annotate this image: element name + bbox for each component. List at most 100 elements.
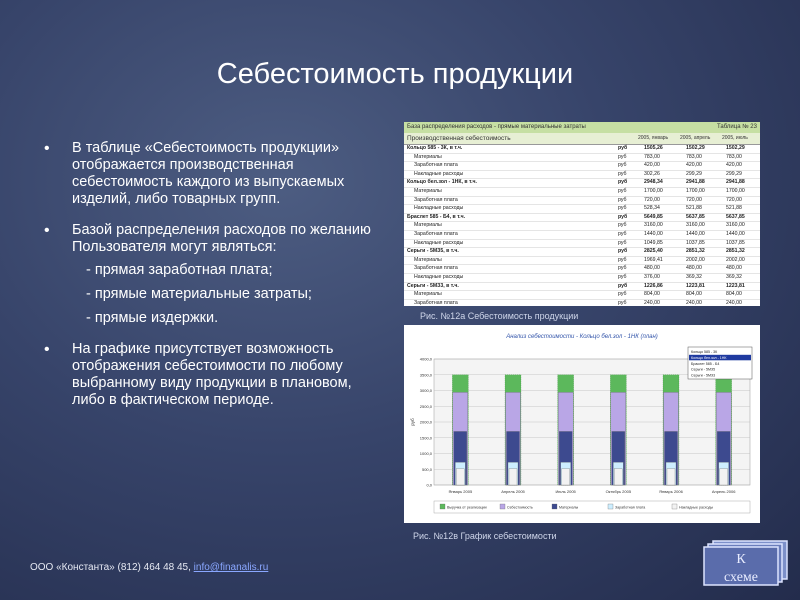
- row-value: 1037,85: [686, 239, 705, 246]
- row-value: 1226,86: [644, 282, 663, 289]
- row-name: Накладные расходы: [414, 239, 464, 246]
- row-value: 5637,85: [726, 213, 745, 220]
- footer-email-link[interactable]: info@finanalis.ru: [193, 562, 269, 573]
- y-tick-label: 1000,0: [420, 451, 433, 456]
- row-name: Заработная плата: [414, 299, 458, 306]
- legend-label: Накладные расходы: [679, 506, 714, 510]
- row-value: 480,00: [686, 265, 702, 272]
- row-name: Накладные расходы: [414, 273, 464, 280]
- bar: [719, 468, 728, 486]
- row-unit: руб: [618, 299, 627, 306]
- row-value: 2002,00: [686, 256, 705, 263]
- row-name: Кольцо бел.зол - 1НК, в т.ч.: [407, 179, 477, 186]
- row-name: Материалы: [414, 256, 442, 263]
- dropdown-option: Браслет 585 - Б4: [691, 362, 719, 366]
- table-row: Накладные расходы руб 1049,85 1037,85 1037,8…: [404, 240, 760, 249]
- row-name: Материалы: [414, 153, 442, 160]
- row-value: 720,00: [686, 196, 702, 203]
- bar: [508, 468, 518, 486]
- row-value: 3160,00: [686, 222, 705, 229]
- table-row: Накладные расходы руб 528,34 521,88 521,88: [404, 205, 760, 214]
- slide-title: Себестоимость продукции: [216, 58, 574, 90]
- row-value: 804,00: [644, 291, 660, 298]
- row-value: 783,00: [644, 153, 660, 160]
- row-name: Серьги - 5МЗ5, в т.ч.: [407, 248, 459, 255]
- to-scheme-button[interactable]: К схеме: [703, 540, 789, 586]
- product-dropdown: [687, 346, 753, 380]
- row-value: 1969,41: [644, 256, 663, 263]
- row-value: 1505,26: [644, 145, 663, 151]
- row-value: 1700,00: [686, 187, 705, 194]
- row-value: 1440,00: [726, 230, 745, 237]
- row-unit: руб: [618, 162, 627, 169]
- row-value: 804,00: [686, 291, 702, 298]
- dropdown-option: Кольцо 585 - 3К: [691, 350, 718, 354]
- table-row: Серьги - 5МЗ5, в т.ч. руб 2825,40 2851,32 28…: [404, 248, 760, 257]
- row-unit: руб: [618, 196, 627, 203]
- y-tick-label: 2500,0: [420, 404, 433, 409]
- row-unit: руб: [618, 230, 627, 237]
- row-value: 1700,00: [726, 187, 745, 194]
- row-value: 420,00: [644, 162, 660, 169]
- row-value: 2002,00: [726, 256, 745, 263]
- cost-chart: Анализ себестоимости - Кольцо бел.зол - …: [404, 325, 760, 523]
- dropdown-selected-highlight: [689, 354, 751, 361]
- row-unit: руб: [618, 273, 627, 280]
- row-unit: руб: [618, 265, 627, 272]
- sub-list: - прямая заработная плата; - прямые мате…: [72, 262, 374, 327]
- x-tick-label: Июль 2005: [556, 489, 577, 494]
- row-name: Серьги - 5МЗ3, в т.ч.: [407, 282, 459, 289]
- table-row: Кольцо бел.зол - 1НК, в т.ч. руб 2948,34 29…: [404, 179, 760, 188]
- row-name: Заработная плата: [414, 162, 458, 169]
- sub-item: - прямые издержки.: [86, 310, 219, 326]
- row-value: 3160,00: [644, 222, 663, 229]
- row-name: Материалы: [414, 291, 442, 298]
- row-unit: руб: [618, 179, 628, 186]
- row-value: 1049,85: [644, 239, 663, 246]
- row-value: 2825,40: [644, 248, 663, 255]
- bar: [666, 468, 676, 486]
- table-number: Таблица № 23: [717, 124, 757, 130]
- table-row: Материалы руб 804,00 804,00 804,00: [404, 291, 760, 300]
- row-unit: руб: [618, 153, 627, 160]
- row-unit: руб: [618, 213, 628, 220]
- row-unit: руб: [618, 205, 627, 212]
- table-row: Заработная плата руб 720,00 720,00 720,00: [404, 197, 760, 206]
- dropdown-option: Кольцо бел.зол - 1НК: [691, 356, 727, 360]
- legend-label: Себестоимость: [507, 506, 533, 510]
- y-tick-label: 2000,0: [420, 420, 433, 425]
- cost-table-screenshot: База распределения расходов - прямые мат…: [404, 122, 760, 306]
- row-value: 480,00: [644, 265, 660, 272]
- row-name: Браслет 585 - Б4, в т.ч.: [407, 213, 466, 220]
- row-unit: руб: [618, 248, 628, 255]
- legend-label: Материалы: [559, 506, 579, 510]
- column-header: 2005, январь: [638, 135, 669, 141]
- row-value: 302,26: [644, 170, 660, 177]
- row-value: 1223,81: [726, 282, 745, 289]
- row-value: 240,00: [726, 299, 742, 306]
- y-tick-label: 500,0: [422, 467, 433, 472]
- bullet-text: В таблице «Себестоимость продукции» отоб…: [72, 140, 345, 207]
- row-value: 1502,29: [686, 145, 705, 151]
- row-value: 2948,34: [644, 179, 663, 186]
- row-value: 1502,29: [726, 145, 745, 151]
- table-row: Заработная плата руб 240,00 240,00 240,00: [404, 300, 760, 306]
- row-value: 369,32: [686, 273, 702, 280]
- row-value: 299,29: [726, 170, 742, 177]
- row-value: 420,00: [726, 162, 742, 169]
- row-value: 369,32: [726, 273, 742, 280]
- bullet-item: • На графике присутствует возможность от…: [44, 341, 374, 409]
- bullet-dot-icon: •: [44, 341, 50, 358]
- logo-text-line2: схеме: [724, 570, 758, 585]
- legend-label: Выручка от реализации: [447, 506, 487, 510]
- row-unit: руб: [618, 291, 627, 298]
- dropdown-option: Серьги - 5МЗ3: [691, 373, 715, 377]
- row-unit: руб: [618, 282, 628, 289]
- row-name: Кольцо 585 - 3К, в т.ч.: [407, 145, 463, 151]
- y-tick-label: 3500,0: [420, 372, 433, 377]
- row-name: Материалы: [414, 187, 442, 194]
- row-value: 783,00: [726, 153, 742, 160]
- bar: [456, 468, 465, 486]
- y-tick-label: 1500,0: [420, 435, 433, 440]
- row-value: 299,29: [686, 170, 702, 177]
